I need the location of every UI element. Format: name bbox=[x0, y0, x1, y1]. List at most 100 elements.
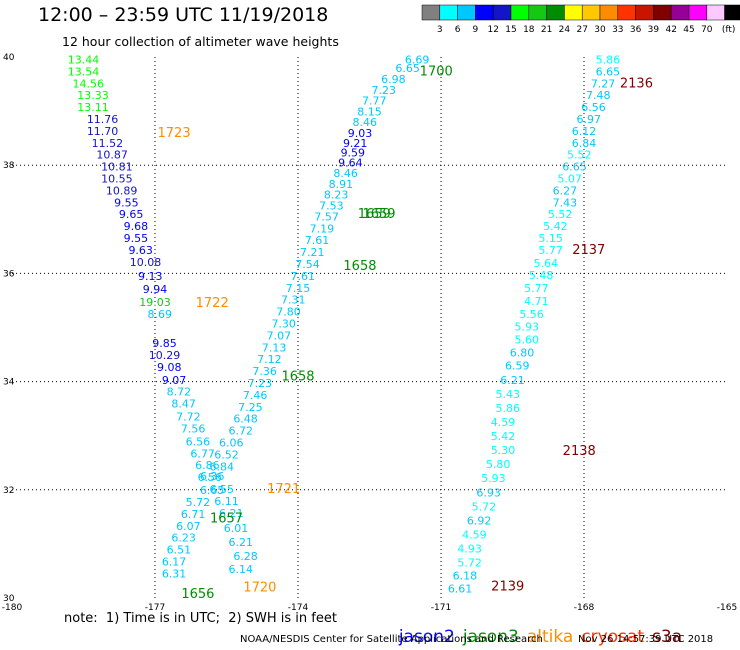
wave-height-point: 6.97 bbox=[577, 113, 602, 126]
wave-height-point: 6.06 bbox=[219, 437, 244, 450]
wave-height-point: 7.19 bbox=[310, 222, 335, 235]
wave-height-point: 4.59 bbox=[491, 416, 516, 429]
wave-height-point: 6.48 bbox=[233, 413, 258, 426]
wave-height-point: 8.69 bbox=[148, 308, 173, 321]
wave-height-point: 7.56 bbox=[181, 422, 206, 435]
wave-height-point: 6.56 bbox=[186, 435, 211, 448]
wave-height-point: 6.07 bbox=[176, 520, 201, 533]
generation-timestamp: Nov 26 14:57:39 UTC 2018 bbox=[578, 634, 714, 645]
colorbar-tick-label: 24 bbox=[559, 25, 571, 35]
pass-time-label: 1700 bbox=[420, 64, 453, 79]
wave-height-point: 5.72 bbox=[472, 500, 497, 513]
colorbar-tick-label: 6 bbox=[455, 25, 461, 35]
wave-height-point: 13.11 bbox=[77, 101, 109, 114]
footnote: note: 1) Time is in UTC; 2) SWH is in fe… bbox=[64, 611, 337, 626]
pass-time-label: 1658 bbox=[281, 370, 314, 385]
wave-height-point: 5.77 bbox=[538, 244, 563, 257]
wave-height-point: 7.46 bbox=[243, 389, 268, 402]
wave-height-point: 9.07 bbox=[162, 374, 187, 387]
wave-height-point: 7.15 bbox=[286, 282, 311, 295]
wave-height-point: 9.68 bbox=[124, 220, 149, 233]
pass-time-label: 1722 bbox=[196, 296, 229, 311]
wave-height-point: 6.11 bbox=[214, 495, 239, 508]
wave-height-point: 7.61 bbox=[291, 270, 316, 283]
wave-height-point: 9.63 bbox=[128, 244, 153, 257]
y-tick-label: 34 bbox=[3, 378, 15, 388]
colorbar-tick-label: 18 bbox=[523, 25, 535, 35]
wave-height-point: 6.71 bbox=[181, 508, 206, 521]
wave-height-point: 6.92 bbox=[467, 514, 492, 527]
wave-height-point: 6.61 bbox=[448, 583, 473, 596]
x-tick-label: -174 bbox=[288, 603, 309, 613]
y-tick-label: 32 bbox=[3, 486, 14, 496]
wave-height-point: 7.31 bbox=[281, 294, 306, 307]
wave-height-point: 14.56 bbox=[73, 77, 105, 90]
wave-height-point: 6.65 bbox=[562, 161, 587, 174]
wave-height-point: 5.52 bbox=[548, 208, 573, 221]
wave-height-point: 7.61 bbox=[305, 234, 330, 247]
wave-height-point: 9.94 bbox=[143, 283, 168, 296]
wave-height-point: 8.91 bbox=[329, 178, 354, 191]
colorbar-tick-label: 12 bbox=[487, 25, 498, 35]
wave-height-point: 5.64 bbox=[534, 257, 559, 270]
wave-height-point: 7.53 bbox=[319, 200, 344, 213]
pass-time-label: 1659 bbox=[362, 207, 395, 222]
wave-height-point: 7.77 bbox=[362, 95, 387, 108]
satellite-legend-jason2: jason2 bbox=[398, 627, 455, 647]
colorbar-tick-label: 9 bbox=[473, 25, 479, 35]
wave-height-point: 6.84 bbox=[572, 137, 597, 150]
pass-time-label: 2138 bbox=[563, 444, 596, 459]
wave-height-point: 5.80 bbox=[486, 458, 511, 471]
pass-time-label: 1720 bbox=[243, 581, 276, 596]
wave-height-point: 6.93 bbox=[476, 486, 501, 499]
wave-height-point: 6.21 bbox=[219, 507, 244, 520]
color-scale-legend: 3 6 9 12 15 18 21 24 27 30 33 36 39 42 45 70 (ft) bbox=[421, 4, 740, 35]
wave-height-point: 6.65 bbox=[200, 484, 225, 497]
pass-time-label: 1723 bbox=[158, 126, 191, 141]
wave-height-point: 7.48 bbox=[586, 89, 611, 102]
y-tick-label: 40 bbox=[3, 53, 15, 63]
wave-height-point: 13.44 bbox=[68, 53, 100, 66]
wave-height-point: 5.77 bbox=[524, 282, 549, 295]
wave-height-point: 5.48 bbox=[529, 269, 554, 282]
wave-height-point: 9.03 bbox=[348, 127, 373, 140]
y-tick-label: 30 bbox=[3, 594, 15, 604]
wave-height-point: 7.36 bbox=[252, 365, 277, 378]
wave-height-point: 13.54 bbox=[68, 65, 100, 78]
wave-height-point: 5.30 bbox=[491, 444, 516, 457]
color-swatch bbox=[724, 4, 740, 21]
satellite-legend-altika: altika bbox=[526, 627, 574, 647]
wave-height-point: 6.14 bbox=[229, 563, 254, 576]
colorbar-tick-label: 15 bbox=[505, 25, 516, 35]
pass-time-label: 1657 bbox=[210, 511, 243, 526]
wave-height-point: 6.17 bbox=[162, 556, 187, 569]
colorbar-tick-label: 33 bbox=[612, 25, 623, 35]
colorbar-tick-label: 21 bbox=[541, 25, 552, 35]
wave-height-point: 5.60 bbox=[515, 334, 540, 347]
wave-height-point: 8.46 bbox=[352, 116, 377, 129]
wave-height-point: 11.70 bbox=[87, 125, 119, 138]
wave-height-point: 5.15 bbox=[538, 232, 563, 245]
pass-time-label: 1658 bbox=[343, 259, 376, 274]
colorbar-tick-label: 27 bbox=[576, 25, 587, 35]
wave-height-point: 8.72 bbox=[167, 386, 192, 399]
wave-height-point: 7.13 bbox=[262, 341, 287, 354]
wave-height-point: 6.23 bbox=[171, 532, 196, 545]
wave-height-point: 7.23 bbox=[372, 84, 397, 97]
colorbar-tick-label: 3 bbox=[437, 25, 443, 35]
wave-height-point: 7.80 bbox=[276, 306, 301, 319]
wave-height-point: 6.27 bbox=[553, 184, 578, 197]
wave-height-point: 7.21 bbox=[300, 246, 325, 259]
wave-height-point: 5.93 bbox=[515, 321, 540, 334]
wave-height-point: 9.64 bbox=[338, 156, 363, 169]
wave-height-point: 7.23 bbox=[248, 377, 273, 390]
wave-height-point: 13.33 bbox=[77, 89, 109, 102]
wave-height-point: 9.21 bbox=[343, 137, 368, 150]
wave-height-point: 6.31 bbox=[162, 567, 187, 580]
wave-height-point: 9.59 bbox=[341, 147, 366, 160]
wave-height-point: 11.76 bbox=[87, 113, 119, 126]
wave-height-point: 10.81 bbox=[101, 161, 133, 174]
satellite-legend-cryosat: cryosat bbox=[581, 627, 645, 647]
x-tick-label: -165 bbox=[717, 603, 737, 613]
